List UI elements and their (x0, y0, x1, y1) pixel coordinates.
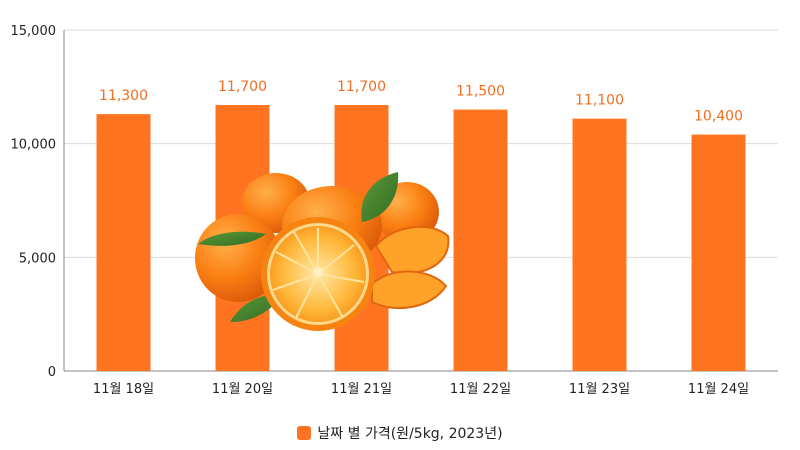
x-tick-labels: 11월 18일 11월 20일 11월 21일 11월 22일 11월 23일 11월 2… (93, 382, 749, 397)
x-tick-label: 11월 23일 (569, 382, 630, 397)
x-tick-label: 11월 24일 (688, 382, 749, 397)
x-tick-label: 11월 20일 (212, 382, 273, 397)
data-label: 11,700 (218, 79, 267, 95)
y-tick-labels: 0 5,000 10,000 15,000 (11, 24, 57, 380)
orange-half-core (313, 267, 323, 277)
data-labels: 11,300 11,700 11,700 11,500 11,100 10,400 (99, 79, 743, 125)
data-label: 11,700 (337, 79, 386, 95)
y-tick-label: 0 (48, 365, 56, 380)
orange-half-segments (272, 228, 365, 319)
x-tick-label: 11월 18일 (93, 382, 154, 397)
legend-swatch (297, 426, 312, 440)
leaf-top-right (361, 172, 399, 222)
legend: 날짜 별 가격(원/5kg, 2023년) (0, 422, 800, 444)
data-label: 11,500 (456, 84, 505, 100)
bar (96, 114, 151, 371)
data-label: 10,400 (694, 109, 743, 125)
x-tick-label: 11월 22일 (450, 382, 511, 397)
y-tick-label: 15,000 (11, 24, 57, 39)
x-tick-label: 11월 21일 (331, 382, 392, 397)
bar (691, 134, 746, 371)
orange-segment-lower (371, 270, 448, 309)
legend-label: 날짜 별 가격(원/5kg, 2023년) (317, 426, 503, 442)
data-label: 11,100 (575, 93, 624, 109)
leaf-left (198, 231, 266, 246)
bar (572, 118, 627, 371)
data-label: 11,300 (99, 88, 148, 104)
bar (453, 109, 508, 372)
y-tick-label: 10,000 (11, 138, 57, 153)
y-tick-label: 5,000 (19, 251, 56, 266)
mandarin-oranges-illustration (195, 172, 450, 331)
